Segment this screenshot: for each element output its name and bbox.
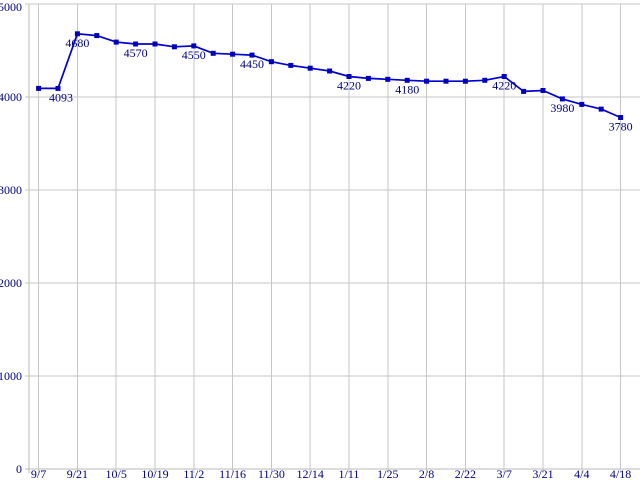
data-point-marker	[268, 59, 274, 65]
data-point-label: 4180	[395, 82, 419, 96]
x-axis-tick-label: 9/21	[67, 467, 88, 480]
data-point-marker	[55, 85, 61, 91]
data-point-marker	[462, 78, 468, 84]
data-point-marker	[540, 88, 546, 93]
x-axis-tick-label: 11/2	[183, 467, 204, 480]
data-point-marker	[152, 41, 158, 47]
data-point-label: 4570	[124, 46, 148, 60]
x-axis-tick-label: 1/25	[377, 467, 398, 480]
data-point-label: 4093	[49, 90, 73, 104]
x-axis-tick-label: 1/11	[339, 467, 360, 480]
data-point-label: 4220	[492, 79, 516, 93]
x-axis-tick-label: 12/14	[297, 467, 324, 480]
data-point-marker	[249, 52, 255, 58]
x-axis-tick-label: 10/5	[106, 467, 127, 480]
x-axis-tick-label: 11/30	[258, 467, 285, 480]
data-point-marker	[618, 115, 624, 120]
data-point-label: 3980	[550, 101, 574, 115]
x-axis-tick-label: 3/7	[497, 467, 512, 480]
y-axis-tick-label: 5000	[0, 0, 22, 14]
data-point-marker	[307, 65, 313, 71]
data-point-label: 4550	[182, 48, 206, 62]
data-point-marker	[191, 43, 197, 49]
data-point-marker	[424, 78, 430, 84]
data-point-label: 4450	[240, 57, 264, 71]
data-point-marker	[74, 31, 80, 37]
y-axis-tick-label: 4000	[0, 90, 22, 104]
data-point-marker	[346, 74, 352, 79]
data-point-marker	[482, 77, 488, 83]
data-point-marker	[36, 85, 42, 91]
x-axis-tick-label: 11/16	[219, 467, 246, 480]
data-point-marker	[210, 50, 216, 56]
data-point-marker	[404, 77, 410, 83]
y-axis-tick-label: 2000	[0, 276, 22, 290]
x-axis-tick-label: 4/18	[610, 467, 631, 480]
x-axis-tick-label: 4/4	[574, 467, 589, 480]
data-point-marker	[521, 88, 527, 94]
data-point-marker	[288, 62, 294, 68]
data-point-label: 3780	[609, 120, 633, 134]
y-axis-tick-label: 0	[16, 462, 22, 476]
data-point-marker	[385, 76, 391, 82]
x-axis-tick-label: 10/19	[141, 467, 168, 480]
x-axis-tick-label: 2/22	[455, 467, 476, 480]
data-point-marker	[133, 41, 139, 47]
x-axis-tick-label: 3/21	[532, 467, 553, 480]
y-axis-tick-label: 3000	[0, 183, 22, 197]
data-point-marker	[365, 75, 371, 81]
data-point-marker	[559, 96, 565, 102]
data-point-marker	[327, 68, 333, 74]
data-point-marker	[579, 101, 585, 107]
data-point-label: 4680	[65, 36, 89, 50]
data-point-marker	[171, 44, 177, 50]
x-axis-tick-label: 9/7	[31, 467, 46, 480]
x-axis-tick-label: 2/8	[419, 467, 434, 480]
data-point-marker	[113, 39, 119, 45]
data-point-marker	[598, 106, 604, 112]
y-axis-tick-label: 1000	[0, 369, 22, 383]
data-point-marker	[94, 33, 100, 39]
data-point-marker	[501, 74, 507, 79]
data-point-label: 4220	[337, 79, 361, 93]
data-point-marker	[443, 78, 449, 84]
data-point-marker	[230, 51, 236, 57]
